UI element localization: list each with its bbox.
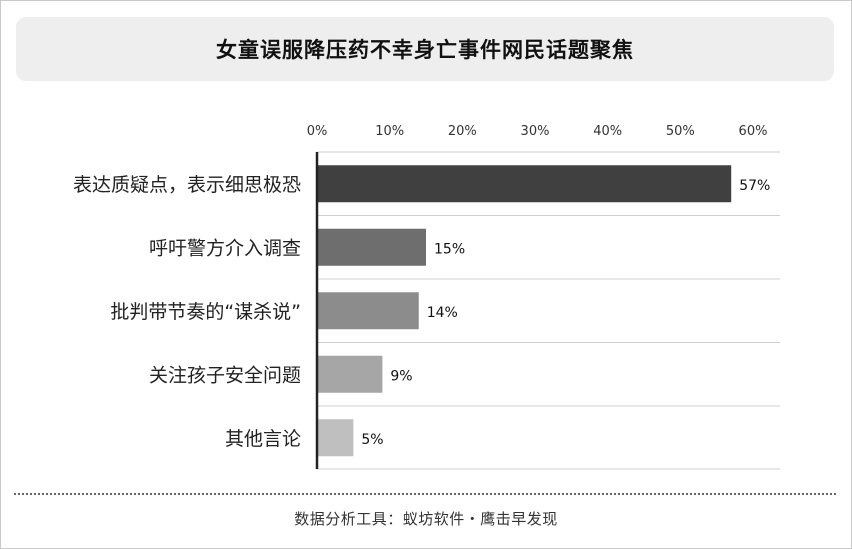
category-label: 其他言论 — [225, 428, 301, 450]
x-tick-label: 50% — [666, 124, 695, 139]
bar — [317, 355, 383, 393]
x-tick-label: 60% — [739, 124, 768, 139]
category-label: 呼吁警方介入调查 — [149, 237, 301, 259]
category-label: 关注孩子安全问题 — [149, 364, 301, 386]
bar — [317, 165, 732, 203]
category-label: 批判带节奏的“谋杀说” — [110, 301, 301, 323]
data-label: 57% — [739, 178, 770, 194]
x-tick-label: 40% — [593, 124, 622, 139]
bar — [317, 228, 426, 266]
x-tick-label: 0% — [307, 124, 328, 139]
source-note: 数据分析工具：蚁坊软件・鹰击早发现 — [294, 510, 558, 528]
x-tick-label: 30% — [521, 124, 550, 139]
data-label: 9% — [390, 368, 412, 384]
data-label: 15% — [434, 241, 465, 257]
chart-title: 女童误服降压药不幸身亡事件网民话题聚焦 — [216, 38, 634, 62]
category-label: 表达质疑点，表示细思极恐 — [73, 174, 301, 196]
data-label: 14% — [427, 305, 458, 321]
title-banner: 女童误服降压药不幸身亡事件网民话题聚焦 — [16, 17, 834, 81]
x-tick-label: 10% — [375, 124, 404, 139]
bar — [317, 419, 354, 457]
data-label: 5% — [361, 432, 383, 448]
x-tick-label: 20% — [448, 124, 477, 139]
footer-divider — [14, 493, 836, 495]
bar — [317, 292, 419, 330]
